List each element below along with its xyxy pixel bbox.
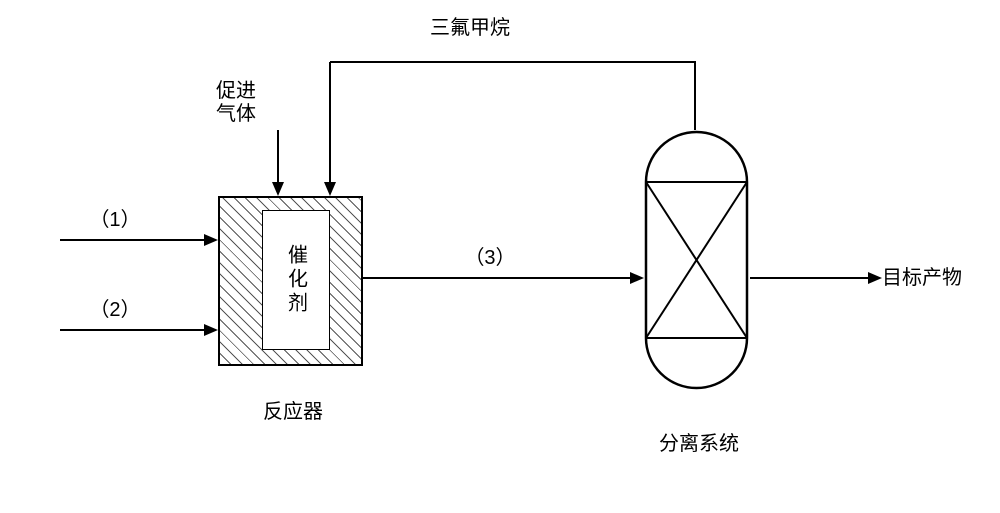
separator-caption: 分离系统 [644, 432, 754, 456]
input1-arrowhead [204, 234, 218, 246]
input1-label: （1） [75, 208, 155, 232]
mid-arrow [363, 277, 633, 279]
input2-arrow [60, 329, 208, 331]
recycle-arrowhead [324, 182, 336, 196]
recycle-label: 三氟甲烷 [370, 16, 570, 40]
product-arrowhead [868, 272, 882, 284]
promote-arrowhead [272, 182, 284, 196]
separator-column [644, 130, 749, 390]
input2-arrowhead [204, 324, 218, 336]
mid-label: （3） [450, 246, 530, 270]
catalyst-label: 催化剂 [282, 244, 311, 316]
promote-gas-l2: 气体 [216, 103, 256, 125]
recycle-up [694, 62, 696, 130]
input2-label: （2） [75, 298, 155, 322]
recycle-across [330, 61, 696, 63]
product-label: 目标产物 [882, 266, 992, 290]
promote-gas-label: 促进 气体 [216, 80, 276, 126]
mid-arrowhead [630, 272, 644, 284]
reactor-catalyst-box: 催化剂 [262, 210, 330, 350]
promote-gas-l1: 促进 [216, 80, 256, 102]
product-arrow [750, 277, 872, 279]
promote-arrow [277, 130, 279, 186]
input1-arrow [60, 239, 208, 241]
recycle-down [329, 62, 331, 186]
reactor-caption: 反应器 [238, 400, 348, 424]
